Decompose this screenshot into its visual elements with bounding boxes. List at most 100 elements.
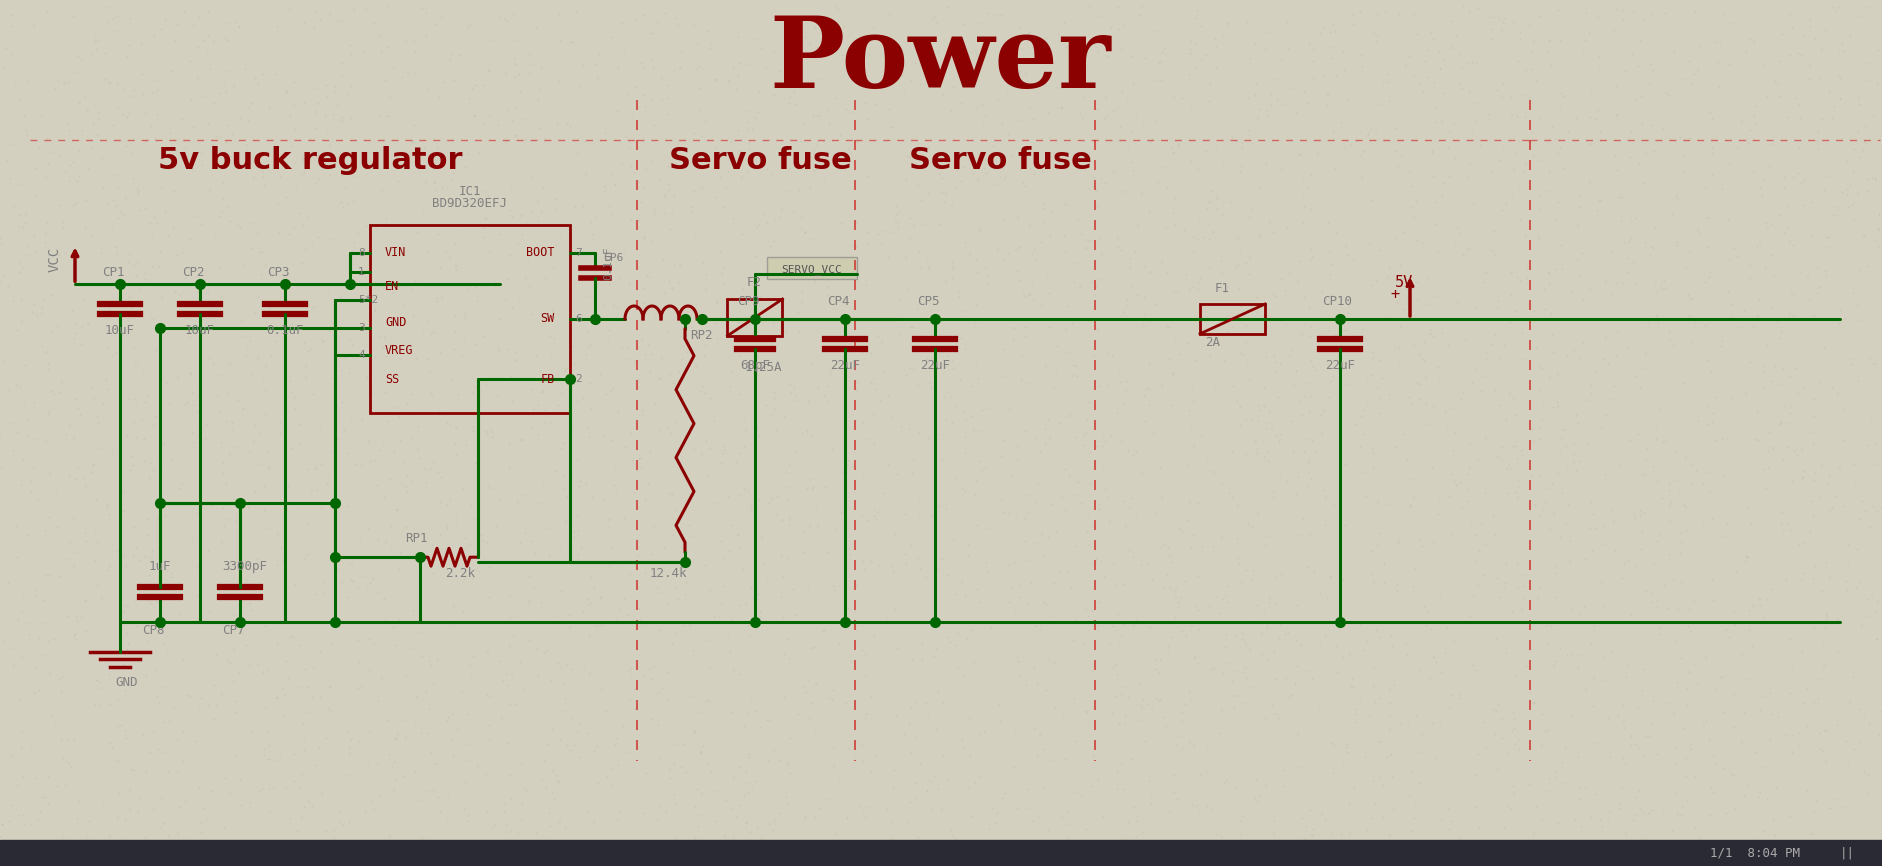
Point: [420, 291, 450, 305]
Point: [890, 171, 920, 185]
Point: [802, 138, 832, 152]
Point: [322, 842, 352, 856]
Point: [1797, 509, 1827, 523]
Point: [312, 152, 343, 166]
Point: [1528, 282, 1558, 296]
Point: [1419, 75, 1449, 89]
Point: [486, 227, 516, 241]
Point: [184, 10, 215, 24]
Point: [1532, 618, 1562, 632]
Point: [1033, 652, 1063, 666]
Point: [913, 352, 943, 366]
Point: [401, 224, 431, 238]
Point: [1784, 266, 1814, 280]
Point: [111, 139, 141, 152]
Point: [216, 127, 247, 141]
Point: [1844, 263, 1874, 277]
Point: [1477, 701, 1507, 715]
Point: [811, 103, 841, 117]
Point: [1818, 792, 1848, 806]
Point: [1265, 617, 1295, 631]
Point: [1762, 77, 1792, 91]
Point: [1654, 495, 1684, 509]
Point: [523, 194, 553, 208]
Point: [41, 319, 72, 333]
Point: [1427, 813, 1457, 827]
Point: [777, 204, 807, 218]
Point: [64, 96, 94, 110]
Point: [662, 388, 693, 402]
Point: [903, 244, 933, 258]
Point: [1496, 724, 1526, 738]
Point: [1210, 772, 1240, 786]
Point: [1108, 397, 1139, 410]
Point: [1381, 231, 1412, 245]
Text: VCC: VCC: [47, 247, 62, 272]
Point: [1438, 116, 1468, 130]
Point: [1805, 742, 1835, 756]
Point: [807, 134, 837, 148]
Point: [1615, 738, 1645, 752]
Point: [851, 711, 881, 725]
Point: [292, 371, 322, 385]
Point: [1487, 732, 1517, 746]
Point: [1459, 301, 1489, 315]
Point: [582, 739, 612, 753]
Point: [1265, 163, 1295, 177]
Point: [653, 178, 683, 191]
Point: [1457, 376, 1487, 390]
Point: [427, 181, 457, 195]
Point: [730, 423, 760, 437]
Point: [960, 488, 990, 502]
Point: [132, 513, 162, 527]
Point: [1428, 177, 1459, 191]
Point: [932, 350, 962, 364]
Point: [390, 713, 420, 727]
Point: [196, 184, 226, 197]
Point: [1528, 302, 1558, 316]
Point: [1363, 495, 1393, 509]
Point: [583, 48, 614, 61]
Point: [286, 767, 316, 781]
Point: [457, 385, 487, 399]
Point: [1425, 586, 1455, 600]
Point: [497, 668, 527, 682]
Point: [463, 489, 493, 503]
Point: [553, 620, 583, 634]
Point: [224, 665, 254, 679]
Point: [986, 493, 1016, 507]
Point: [523, 94, 553, 107]
Point: [947, 740, 977, 753]
Point: [88, 181, 119, 195]
Point: [32, 216, 62, 230]
Point: [1413, 327, 1443, 341]
Point: [1225, 814, 1255, 828]
Point: [0, 153, 23, 167]
Point: [365, 44, 395, 58]
Point: [1675, 456, 1705, 470]
Point: [1140, 506, 1171, 520]
Point: [1125, 467, 1156, 481]
Point: [1760, 74, 1790, 88]
Point: [461, 562, 491, 576]
Point: [275, 374, 305, 388]
Point: [1464, 516, 1494, 530]
Point: [239, 170, 269, 184]
Point: [817, 844, 847, 858]
Point: [1112, 543, 1142, 557]
Point: [1852, 172, 1882, 186]
Point: [1071, 425, 1101, 439]
Point: [1293, 36, 1323, 50]
Point: [248, 742, 279, 756]
Point: [1615, 730, 1645, 744]
Point: [9, 818, 40, 832]
Point: [273, 86, 303, 100]
Point: [331, 724, 361, 738]
Point: [1014, 162, 1045, 176]
Point: [533, 737, 563, 751]
Point: [585, 367, 615, 381]
Point: [960, 776, 990, 790]
Point: [1850, 259, 1880, 273]
Point: [668, 738, 698, 752]
Point: [1144, 462, 1174, 475]
